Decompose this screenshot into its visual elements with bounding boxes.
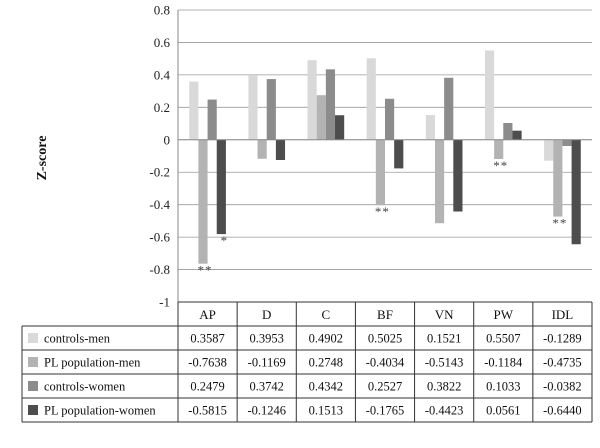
- table-cell: 0.2527: [368, 380, 402, 394]
- table-cell: -0.1184: [484, 356, 523, 370]
- bar: [494, 139, 504, 159]
- table-cell: -0.5815: [188, 404, 227, 418]
- table-cell: 0.4902: [309, 332, 343, 346]
- table-cell: 0.0561: [486, 404, 520, 418]
- bar: [266, 79, 276, 140]
- bar: [503, 123, 513, 140]
- y-tick-label: 0.6: [154, 35, 171, 50]
- table-cell: -0.4034: [366, 356, 405, 370]
- significance-marker: **: [197, 263, 212, 278]
- table-cell: 0.3822: [427, 380, 461, 394]
- category-label: BF: [377, 307, 393, 322]
- category-label: IDL: [552, 307, 574, 322]
- bar: [198, 139, 208, 264]
- table-cell: 0.5507: [486, 332, 520, 346]
- bars: *********: [189, 50, 581, 278]
- table-cell: 0.2748: [309, 356, 343, 370]
- bar: [512, 130, 522, 140]
- table-cell: 0.1521: [427, 332, 461, 346]
- table-cell: 0.3953: [250, 332, 284, 346]
- y-tick-label: 0.8: [154, 3, 170, 18]
- category-label: VN: [435, 307, 454, 322]
- bar: [394, 139, 404, 169]
- significance-marker: *: [221, 233, 229, 248]
- table-cell: -0.1169: [248, 356, 286, 370]
- bar: [366, 58, 376, 140]
- table-cell: -0.1246: [247, 404, 286, 418]
- legend-entry: controls-men: [44, 332, 111, 346]
- table-cell: 0.4342: [309, 380, 343, 394]
- bar: [307, 60, 317, 140]
- legend-swatch: [28, 381, 38, 391]
- legend-entry: controls-women: [44, 380, 126, 394]
- bar: [248, 75, 258, 140]
- bar: [335, 115, 345, 140]
- table-cell: -0.1765: [366, 404, 405, 418]
- bar: [375, 139, 385, 206]
- bar: [444, 77, 454, 140]
- bar: [216, 139, 226, 235]
- significance-marker: **: [552, 216, 567, 231]
- legend-entry: PL population-men: [44, 356, 141, 370]
- y-tick-label: -0.8: [149, 262, 170, 277]
- table-cell: -0.4423: [425, 404, 464, 418]
- bar: [571, 139, 581, 245]
- bar: [385, 98, 395, 140]
- table-cell: -0.1289: [543, 332, 582, 346]
- significance-marker: **: [493, 158, 508, 173]
- table-cell: -0.6440: [543, 404, 582, 418]
- legend-entry: PL population-women: [44, 404, 156, 418]
- table-cell: -0.4735: [543, 356, 582, 370]
- y-tick-label: -0.6: [149, 230, 170, 245]
- y-tick-label: -0.4: [149, 197, 170, 212]
- table-cell: 0.1033: [486, 380, 520, 394]
- category-label: C: [322, 307, 331, 322]
- y-tick-label: 0.4: [154, 67, 171, 82]
- data-table: AP D C BF VN PW IDL controls-men 0.3587 0.3953 0.4…: [21, 301, 593, 423]
- y-tick-label: 0: [164, 132, 171, 147]
- y-tick-label: -1: [159, 295, 170, 310]
- y-tick-label: -0.2: [149, 165, 170, 180]
- axes: 0.8 0.6 0.4 0.2 0 -0.2 -0.4 -0.6 -0.8 -1: [149, 3, 592, 310]
- legend-swatch: [28, 333, 38, 343]
- bar: [562, 139, 572, 146]
- category-label: D: [262, 307, 271, 322]
- bar: [316, 95, 326, 140]
- category-label: PW: [494, 307, 514, 322]
- bar: [553, 139, 563, 217]
- bar: [207, 99, 217, 140]
- bar: [325, 69, 336, 140]
- table-cell: 0.3742: [250, 380, 284, 394]
- table-cell: -0.0382: [543, 380, 582, 394]
- table-cell: -0.5143: [425, 356, 464, 370]
- bar: [257, 139, 267, 159]
- legend-swatch: [28, 357, 38, 367]
- category-label: AP: [199, 307, 216, 322]
- bar: [434, 139, 445, 224]
- y-axis-title: Z-score: [35, 136, 50, 181]
- table-cell: 0.2479: [190, 380, 224, 394]
- bar: [425, 115, 435, 140]
- bar: [544, 139, 554, 161]
- y-tick-label: 0.2: [154, 100, 170, 115]
- significance-marker: **: [375, 204, 390, 219]
- table-cell: -0.7638: [188, 356, 227, 370]
- bar: [484, 50, 495, 140]
- bar: [453, 139, 463, 212]
- bar: [275, 139, 286, 160]
- table-cell: 0.1513: [309, 404, 343, 418]
- table-cell: 0.3587: [190, 332, 224, 346]
- legend-swatch: [28, 405, 38, 415]
- bar: [189, 81, 199, 140]
- table-cell: 0.5025: [368, 332, 402, 346]
